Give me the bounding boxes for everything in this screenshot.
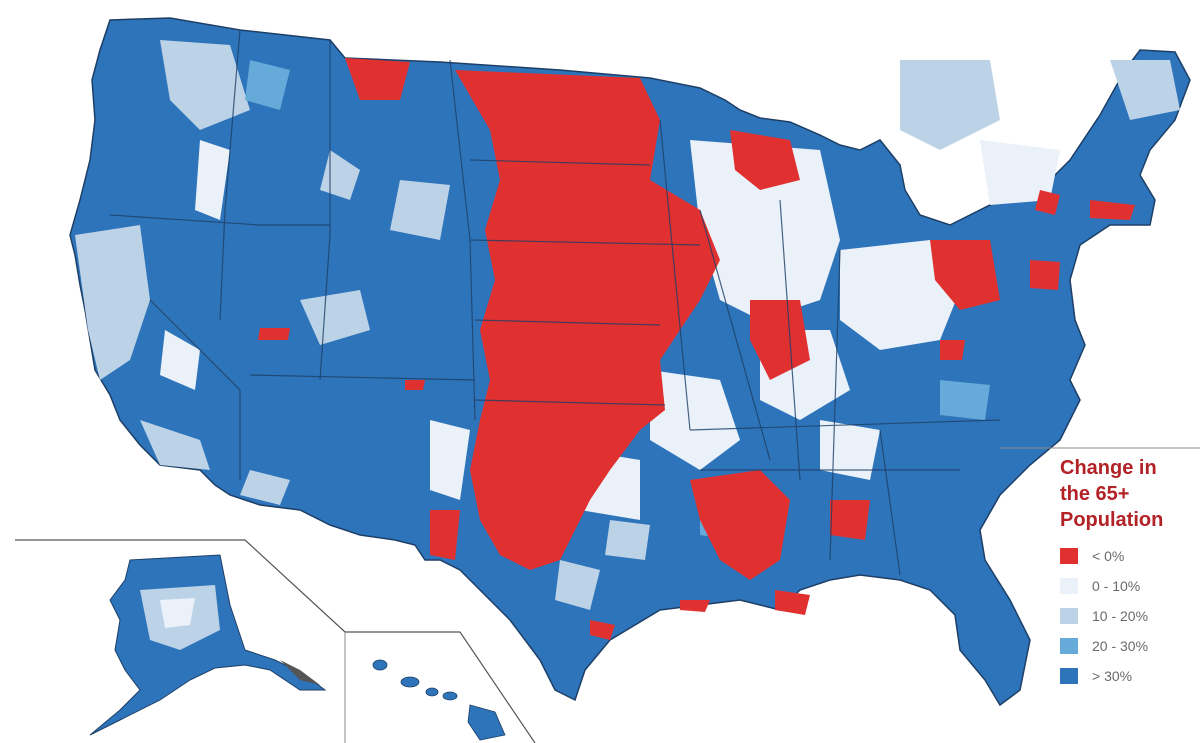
- growth-10-20-patches: [75, 40, 1180, 610]
- state-borders: [109, 29, 1001, 576]
- legend-item-0-10: 0 - 10%: [1060, 571, 1198, 601]
- legend-title: Change in the 65+ Population: [1060, 457, 1164, 531]
- legend-swatch: [1060, 638, 1078, 654]
- inset-frame: [15, 539, 536, 743]
- decline-patches: [258, 58, 1135, 640]
- legend-swatch: [1060, 578, 1078, 594]
- legend-item-10-20: 10 - 20%: [1060, 601, 1198, 631]
- legend-swatch: [1060, 548, 1078, 564]
- legend-item-gt30: > 30%: [1060, 661, 1198, 691]
- alaska-inset: [89, 554, 327, 736]
- legend-item-20-30: 20 - 30%: [1060, 631, 1198, 661]
- legend-label: 0 - 10%: [1092, 578, 1141, 594]
- legend-label: < 0%: [1092, 548, 1125, 564]
- hawaii-inset: [372, 659, 506, 741]
- map-legend: Change in the 65+ Population < 0% 0 - 10%…: [1060, 455, 1198, 691]
- legend-swatch: [1060, 608, 1078, 624]
- legend-items: < 0% 0 - 10% 10 - 20% 20 - 30% > 30%: [1060, 541, 1198, 691]
- legend-item-lt0: < 0%: [1060, 541, 1198, 571]
- growth-0-10-patches: [160, 140, 1060, 520]
- legend-label: 10 - 20%: [1092, 608, 1149, 624]
- legend-swatch: [1060, 668, 1078, 684]
- legend-label: 20 - 30%: [1092, 638, 1149, 654]
- legend-label: > 30%: [1092, 668, 1133, 684]
